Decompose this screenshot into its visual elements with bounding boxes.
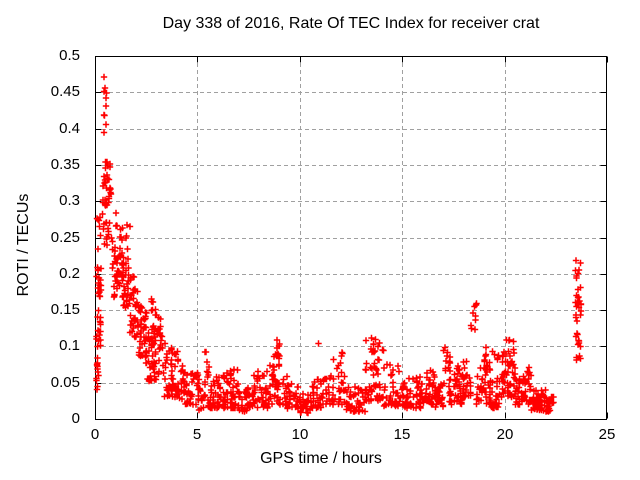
y-tick-label: 0.3	[59, 192, 80, 209]
x-axis-label: GPS time / hours	[260, 450, 382, 467]
data-points	[93, 73, 585, 417]
y-tick-label: 0.1	[59, 337, 80, 354]
y-tick-label: 0.2	[59, 265, 80, 282]
y-tick-label: 0.45	[50, 83, 80, 100]
x-tick-label: 15	[393, 426, 411, 443]
x-tick-label: 25	[598, 426, 616, 443]
y-tick-label: 0.05	[50, 374, 80, 391]
y-tick-label: 0	[71, 410, 80, 427]
y-tick-label: 0.25	[50, 229, 80, 246]
y-tick-label: 0.15	[50, 301, 80, 318]
y-tick-label: 0.35	[50, 156, 80, 173]
x-tick-label: 0	[90, 426, 100, 443]
x-tick-label: 5	[192, 426, 202, 443]
chart-title: Day 338 of 2016, Rate Of TEC Index for r…	[162, 15, 540, 32]
x-tick-label: 20	[496, 426, 514, 443]
y-tick-label: 0.5	[59, 47, 80, 64]
y-tick-label: 0.4	[59, 120, 80, 137]
x-tick-label: 10	[291, 426, 309, 443]
